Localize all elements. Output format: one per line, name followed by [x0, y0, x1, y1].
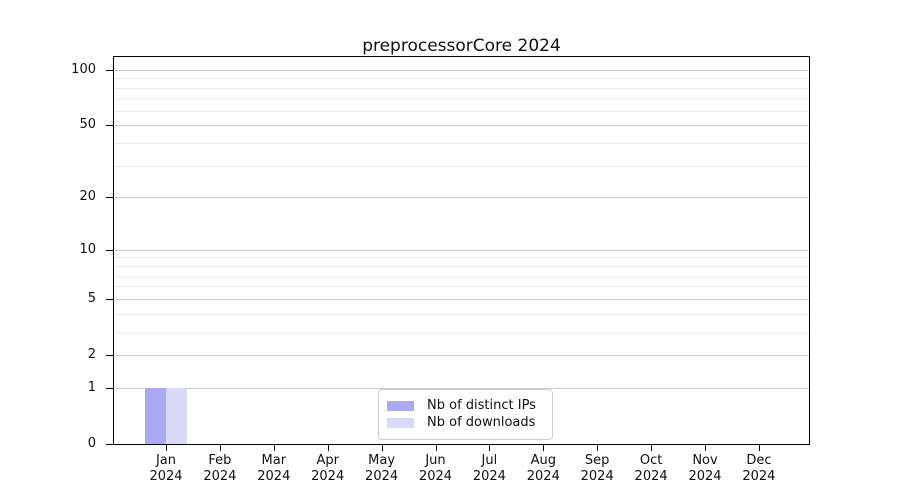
x-tick-mark	[651, 445, 653, 451]
x-tick-label: Nov 2024	[678, 453, 732, 485]
x-tick-mark	[705, 445, 706, 451]
legend-swatch-distinct-ips	[387, 400, 414, 411]
x-tick-mark	[219, 445, 221, 451]
y-tick-label: 5	[87, 290, 96, 306]
x-tick-month: Jul	[481, 453, 498, 468]
y-tick-label: 2	[87, 347, 96, 362]
gridline-minor	[114, 265, 809, 267]
gridline-minor	[114, 286, 809, 288]
y-tick-mark	[106, 197, 114, 199]
x-tick-month: Mar	[261, 453, 287, 468]
gridline-minor	[114, 143, 809, 145]
gridline-major	[114, 197, 809, 199]
x-tick-label: Oct 2024	[624, 453, 678, 485]
x-tick-label: Feb 2024	[193, 453, 247, 485]
chart-title: preprocessorCore 2024	[362, 36, 561, 56]
gridline-minor	[114, 331, 809, 333]
x-tick-year: 2024	[472, 469, 506, 484]
legend-label-downloads: Nb of downloads	[427, 415, 536, 430]
x-tick-mark	[273, 445, 275, 451]
x-tick-year: 2024	[742, 469, 776, 484]
x-tick-year: 2024	[311, 469, 345, 484]
y-tick-label: 1	[87, 379, 96, 395]
x-tick-month: Jan	[155, 453, 177, 468]
x-tick-label: Dec 2024	[732, 453, 786, 485]
x-tick-mark	[166, 445, 167, 451]
gridline-minor	[114, 313, 809, 315]
x-tick-year: 2024	[634, 469, 668, 484]
x-tick-label: Jun 2024	[409, 453, 463, 485]
y-tick-label: 0	[87, 436, 96, 451]
gridline-minor	[114, 78, 809, 80]
y-tick-mark	[106, 125, 114, 127]
gridline-minor	[114, 110, 809, 112]
y-tick-mark	[106, 387, 114, 389]
gridline-minor	[114, 257, 809, 259]
x-tick-label: Sep 2024	[570, 453, 624, 485]
x-tick-month: Apr	[316, 453, 339, 468]
gridline-minor	[114, 87, 809, 89]
legend-swatch-downloads	[387, 417, 414, 428]
x-tick-year: 2024	[203, 469, 237, 484]
x-tick-year: 2024	[688, 469, 722, 484]
y-tick-label: 100	[71, 62, 96, 77]
bar-distinct-ips	[145, 387, 166, 444]
x-tick-mark	[543, 445, 545, 451]
y-tick-mark	[106, 249, 114, 251]
x-tick-label: Mar 2024	[247, 453, 301, 485]
plot-area	[113, 56, 810, 445]
y-tick-mark	[106, 298, 114, 300]
x-tick-label: Jul 2024	[462, 453, 516, 485]
legend-label-distinct-ips: Nb of distinct IPs	[427, 398, 536, 413]
bar-downloads	[166, 387, 187, 444]
legend-item-downloads: Nb of downloads	[386, 414, 544, 431]
x-tick-month: Dec	[746, 453, 772, 468]
y-tick-label: 20	[79, 189, 96, 205]
gridline-major	[114, 298, 809, 300]
x-tick-label: Jan 2024	[139, 453, 193, 485]
x-tick-month: Aug	[530, 453, 556, 468]
x-tick-label: Apr 2024	[301, 453, 355, 485]
x-tick-mark	[597, 445, 599, 451]
gridline-minor	[114, 98, 809, 100]
x-tick-month: Nov	[692, 453, 718, 468]
x-tick-label: May 2024	[355, 453, 409, 485]
x-tick-year: 2024	[580, 469, 614, 484]
x-tick-mark	[381, 445, 383, 451]
x-tick-year: 2024	[149, 469, 183, 484]
x-tick-mark	[435, 445, 437, 451]
gridline-major	[114, 70, 809, 71]
gridline-major	[114, 249, 809, 251]
gridline-minor	[114, 165, 809, 167]
y-tick-mark	[106, 70, 114, 71]
x-tick-month: Sep	[584, 453, 610, 468]
x-tick-year: 2024	[257, 469, 291, 484]
x-tick-year: 2024	[365, 469, 399, 484]
y-tick-mark	[106, 355, 114, 356]
x-tick-month: Jun	[425, 453, 446, 468]
x-tick-label: Aug 2024	[516, 453, 570, 485]
gridline-major	[114, 387, 809, 389]
x-tick-mark	[489, 445, 491, 451]
x-tick-year: 2024	[418, 469, 453, 484]
legend-item-distinct-ips: Nb of distinct IPs	[386, 397, 544, 414]
legend: Nb of distinct IPs Nb of downloads	[378, 389, 553, 440]
x-tick-month: Feb	[208, 453, 232, 468]
gridline-minor	[114, 275, 809, 277]
y-tick-label: 50	[79, 117, 96, 133]
x-tick-month: Oct	[639, 453, 663, 468]
x-tick-mark	[327, 445, 329, 451]
gridline-major	[114, 125, 809, 127]
x-tick-month: May	[368, 453, 396, 468]
gridline-major	[114, 355, 809, 356]
y-tick-label: 10	[79, 241, 96, 257]
y-tick-mark	[106, 444, 114, 445]
x-tick-mark	[758, 445, 760, 451]
x-tick-year: 2024	[526, 469, 560, 484]
